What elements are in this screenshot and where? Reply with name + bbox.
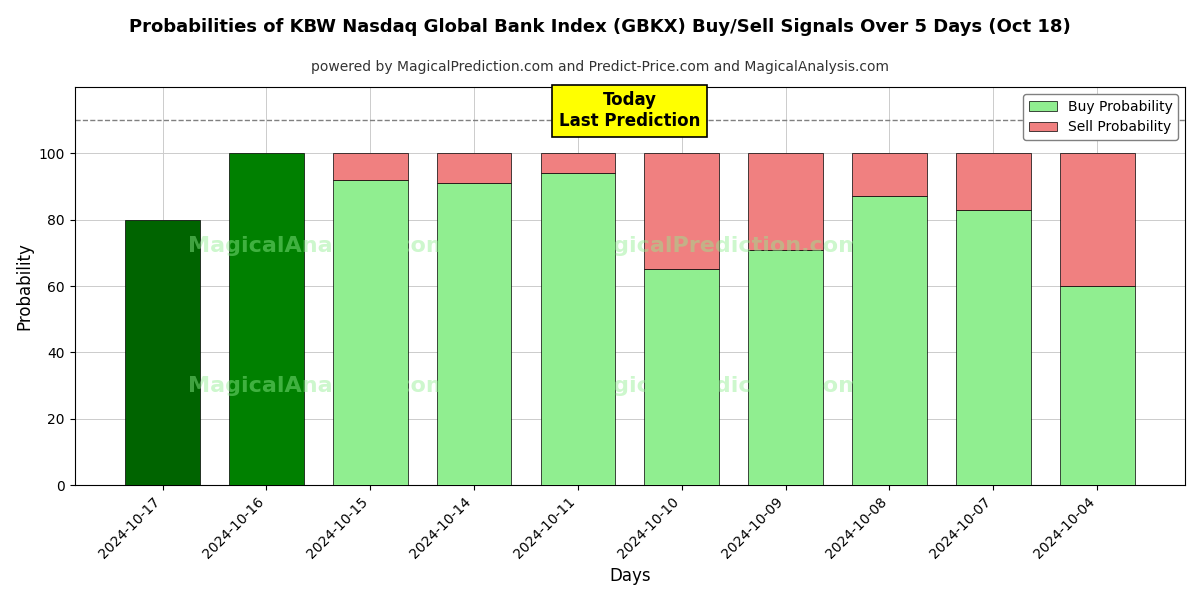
Text: MagicalAnalysis.com: MagicalAnalysis.com [188,376,450,395]
Text: MagicalAnalysis.com: MagicalAnalysis.com [188,236,450,256]
Legend: Buy Probability, Sell Probability: Buy Probability, Sell Probability [1024,94,1178,140]
Text: Today
Last Prediction: Today Last Prediction [559,91,701,130]
Bar [229,154,304,485]
Text: MagicalPrediction.com: MagicalPrediction.com [576,236,862,256]
Bar [956,210,1031,485]
Bar [956,154,1031,210]
Bar [852,154,926,196]
Text: powered by MagicalPrediction.com and Predict-Price.com and MagicalAnalysis.com: powered by MagicalPrediction.com and Pre… [311,60,889,74]
X-axis label: Days: Days [610,567,650,585]
Bar [749,154,823,250]
Bar [1060,154,1134,286]
Text: MagicalPrediction.com: MagicalPrediction.com [576,376,862,395]
Y-axis label: Probability: Probability [16,242,34,330]
Bar [540,154,616,173]
Bar [749,250,823,485]
Bar [852,196,926,485]
Bar [125,220,200,485]
Bar [437,154,511,183]
Bar [437,183,511,485]
Bar [332,180,408,485]
Bar [540,173,616,485]
Bar [644,269,719,485]
Bar [332,154,408,180]
Text: Probabilities of KBW Nasdaq Global Bank Index (GBKX) Buy/Sell Signals Over 5 Day: Probabilities of KBW Nasdaq Global Bank … [130,18,1070,36]
Bar [1060,286,1134,485]
Bar [644,154,719,269]
